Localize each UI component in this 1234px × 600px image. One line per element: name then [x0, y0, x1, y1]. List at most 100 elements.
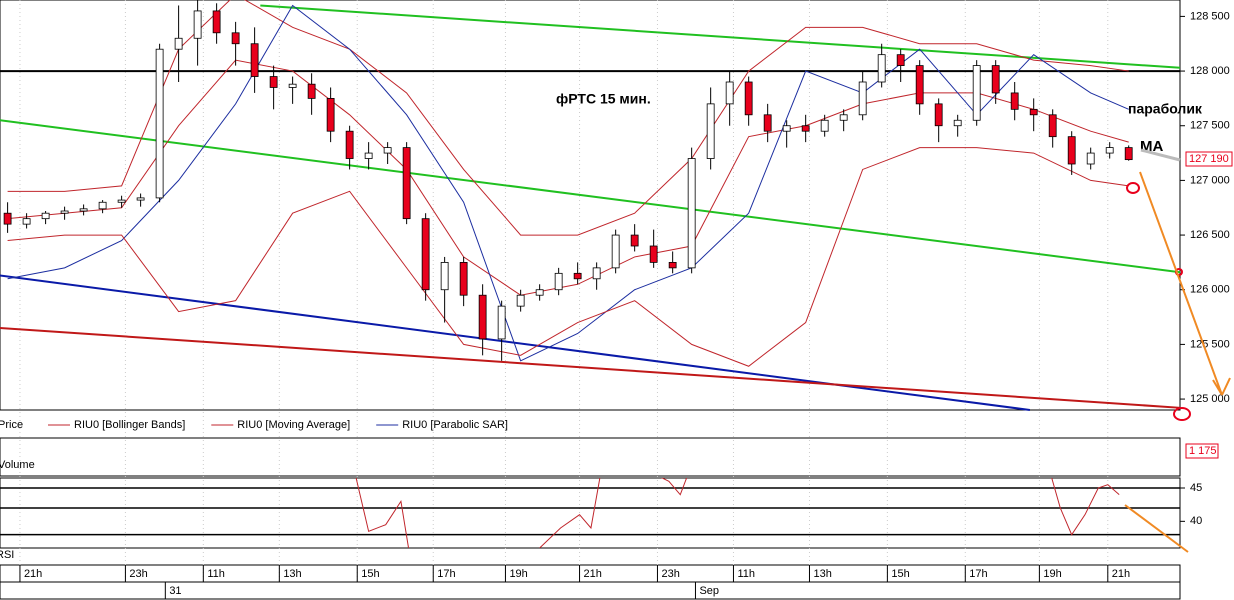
time-tick-label: 19h [509, 568, 527, 580]
circle [1173, 407, 1191, 421]
rsi-line [355, 478, 410, 548]
candle-body [364, 152, 373, 159]
candle-body [592, 267, 601, 280]
candle-body [972, 65, 981, 121]
candle-body [22, 218, 31, 225]
y-tick-label: 127 500 [1190, 120, 1230, 132]
price-panel [0, 0, 1181, 411]
candle-body [98, 201, 107, 210]
date-tick-label: Sep [699, 585, 719, 597]
candle-body [60, 210, 69, 214]
circles [1126, 182, 1191, 421]
candle-body [269, 76, 278, 88]
time-tick-label: 13h [813, 568, 831, 580]
ma-pointer [1140, 148, 1181, 162]
y-tick-label: 128 500 [1190, 10, 1230, 22]
candle-body [478, 294, 487, 340]
time-tick-label: 21h [24, 568, 42, 580]
candle-body [611, 234, 620, 269]
candle-body [782, 125, 791, 132]
forecast-arrows [1124, 171, 1231, 553]
candle-body [801, 125, 810, 132]
candle-body [136, 197, 145, 201]
candle-body [763, 114, 772, 132]
arrow [1124, 504, 1189, 553]
rsi-line [1051, 478, 1120, 536]
legend-label: RIU0 [Bollinger Bands] [74, 419, 185, 431]
candle-body [383, 147, 392, 154]
candle-body [573, 272, 582, 280]
rsi-panel [0, 477, 1181, 549]
candle-body [155, 48, 164, 199]
y-tick-label: 126 000 [1190, 284, 1230, 296]
rsi-tick-label: 40 [1190, 515, 1202, 527]
candle-body [1048, 114, 1057, 138]
candle-body [440, 261, 449, 291]
volume-panel [0, 437, 1181, 477]
candle-body [421, 218, 430, 291]
time-tick-label: 23h [661, 568, 679, 580]
candle-body [915, 65, 924, 105]
candle-body [459, 261, 468, 296]
candle-body [820, 119, 829, 132]
trendline [0, 327, 1181, 409]
sar-annotation: параболик [1128, 101, 1203, 117]
time-tick-label: 21h [1112, 568, 1130, 580]
candle-body [3, 212, 12, 225]
rsi-tick-label: 45 [1190, 482, 1202, 494]
indicator-line [7, 147, 1129, 367]
candle-body [516, 294, 525, 307]
candle-body [668, 261, 677, 269]
time-tick-label: 17h [969, 568, 987, 580]
candle-body [744, 81, 753, 116]
rsi-line [539, 478, 601, 548]
candle-body [554, 272, 563, 291]
candle-body [117, 199, 126, 203]
candle-body [858, 81, 867, 116]
candle-body [725, 81, 734, 105]
candle-body [79, 208, 88, 212]
trendline [0, 274, 1031, 411]
legend-label: RIU0 [Moving Average] [237, 419, 350, 431]
trendline [0, 119, 1181, 274]
candle-body [896, 54, 905, 67]
candle-body [307, 83, 316, 99]
legend-label: RIU0 [Parabolic SAR] [402, 419, 508, 431]
candle-body [535, 289, 544, 296]
time-tick-label: 13h [283, 568, 301, 580]
candle-body [953, 119, 962, 127]
time-tick-label: 15h [891, 568, 909, 580]
circle [1126, 182, 1140, 194]
volume-tag: 1 175 [1189, 445, 1217, 457]
candle-body [877, 54, 886, 83]
candle-body [934, 103, 943, 127]
candle-body [1086, 152, 1095, 165]
candle-body [231, 32, 240, 45]
time-tick-label: 15h [361, 568, 379, 580]
candle-body [630, 234, 639, 247]
date-tick-label: 31 [169, 585, 181, 597]
time-tick-label: 19h [1043, 568, 1061, 580]
candle-body [193, 10, 202, 39]
indicator-line [7, 4, 1129, 362]
candle-body [839, 114, 848, 121]
trendline [260, 4, 1181, 69]
rsi-label: RSI [0, 549, 14, 561]
candle-body [687, 158, 696, 269]
candle-body [1067, 136, 1076, 165]
candle-body [212, 10, 221, 34]
candle-body [991, 65, 1000, 94]
legend-price: Price [0, 419, 23, 431]
candle-body [1029, 108, 1038, 116]
arrow [1139, 171, 1231, 396]
y-tick-label: 126 500 [1190, 229, 1230, 241]
candle-body [288, 83, 297, 88]
candle-body [250, 43, 259, 77]
annotation: фРТС 15 мин. [556, 91, 651, 107]
candle-body [345, 130, 354, 159]
y-tick-label: 127 000 [1190, 174, 1230, 186]
y-tick-label: 125 000 [1190, 393, 1230, 405]
price-tag: 127 190 [1189, 153, 1229, 165]
